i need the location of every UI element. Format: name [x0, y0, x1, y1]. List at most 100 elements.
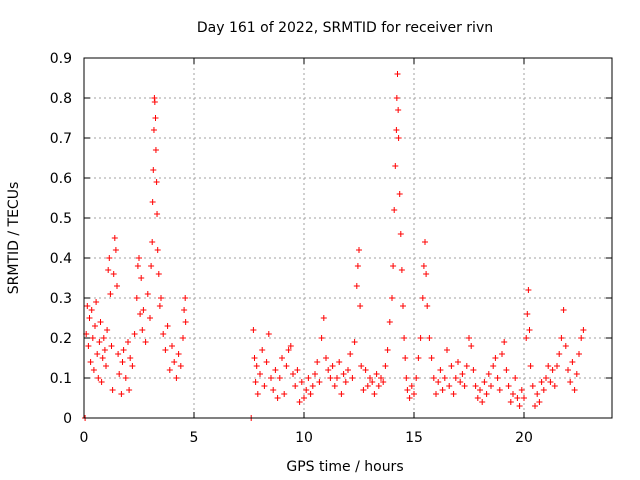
data-point [126, 387, 133, 393]
data-point [109, 387, 116, 393]
data-point [448, 363, 455, 369]
data-point [507, 399, 514, 405]
data-point [494, 375, 501, 381]
data-point [166, 367, 173, 373]
data-point [390, 263, 397, 269]
data-point [169, 343, 175, 349]
data-point [384, 347, 391, 353]
data-point [560, 307, 567, 313]
data-point [472, 383, 479, 389]
data-point [86, 315, 93, 321]
data-point [477, 387, 483, 393]
data-point [501, 339, 508, 345]
data-point [364, 383, 371, 389]
data-point [371, 391, 378, 397]
data-point [342, 379, 349, 385]
data-point [435, 379, 442, 385]
data-point [400, 303, 406, 309]
data-point [496, 387, 503, 393]
data-point [318, 335, 325, 341]
data-point [89, 335, 96, 341]
data-point [155, 271, 162, 277]
data-point [140, 307, 147, 313]
data-point [395, 135, 402, 141]
data-point [395, 107, 402, 113]
data-point [101, 347, 108, 353]
data-point [303, 387, 310, 393]
data-point [397, 231, 404, 237]
y-tick-label: 0.8 [50, 91, 72, 107]
data-point [394, 71, 401, 77]
data-point [171, 359, 178, 365]
data-point [518, 387, 525, 393]
data-point [430, 375, 437, 381]
y-axis-label: SRMTID / TECUs [6, 182, 22, 295]
data-point [468, 343, 475, 349]
data-point [398, 267, 405, 273]
data-point [503, 367, 510, 373]
data-point [369, 379, 376, 385]
data-point [296, 399, 303, 405]
data-point [485, 371, 492, 377]
data-point [510, 391, 516, 397]
data-point [481, 379, 488, 385]
data-point [305, 375, 312, 381]
data-point [88, 307, 95, 313]
y-tick-label: 0.1 [50, 371, 72, 387]
data-point [301, 395, 307, 401]
data-point [85, 343, 92, 349]
data-point [455, 359, 461, 365]
data-point [437, 367, 444, 373]
data-point [573, 371, 580, 377]
y-tick-label: 0 [63, 411, 72, 427]
data-point [354, 263, 361, 269]
data-point [274, 395, 281, 401]
data-point [547, 379, 554, 385]
data-point [526, 327, 533, 333]
data-point [382, 363, 389, 369]
data-point [356, 247, 362, 253]
data-point [351, 339, 358, 345]
data-point [492, 355, 499, 361]
data-point [389, 295, 395, 301]
data-point [105, 267, 112, 273]
data-point [173, 375, 180, 381]
data-point [417, 335, 424, 341]
data-point [441, 375, 448, 381]
x-tick-label: 20 [515, 430, 533, 446]
data-point [104, 327, 111, 333]
data-point [84, 303, 91, 309]
y-tick-label: 0.6 [50, 171, 72, 187]
data-point [367, 375, 373, 381]
data-point [422, 239, 428, 245]
data-point [287, 343, 294, 349]
data-point [134, 263, 141, 269]
data-point [516, 403, 523, 409]
data-point [527, 363, 534, 369]
data-point [450, 391, 457, 397]
data-point [254, 391, 261, 397]
data-point [423, 271, 430, 277]
data-point [93, 299, 100, 305]
data-point [327, 375, 334, 381]
data-point [182, 319, 189, 325]
data-point [413, 375, 420, 381]
data-point [152, 115, 159, 121]
data-point [444, 347, 450, 353]
data-point [150, 167, 157, 173]
data-point [576, 351, 582, 357]
data-point [150, 127, 157, 133]
gridlines [84, 58, 612, 418]
data-point [149, 199, 156, 205]
data-point [160, 331, 167, 337]
data-point [512, 375, 519, 381]
data-point [424, 303, 431, 309]
data-point [152, 147, 159, 153]
data-point [545, 363, 552, 369]
data-point [433, 391, 439, 397]
data-point [98, 379, 105, 385]
data-point [411, 391, 417, 397]
data-point [340, 371, 347, 377]
data-point [373, 371, 380, 377]
data-point [490, 363, 497, 369]
